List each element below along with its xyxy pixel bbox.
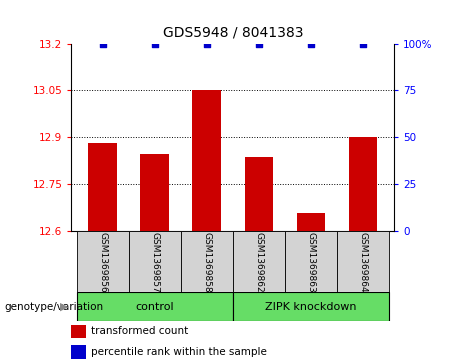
Text: GSM1369856: GSM1369856 <box>98 232 107 293</box>
Text: ▶: ▶ <box>60 302 68 312</box>
Text: percentile rank within the sample: percentile rank within the sample <box>91 347 267 357</box>
Bar <box>296 213 325 231</box>
Text: transformed count: transformed count <box>91 326 188 336</box>
Text: GSM1369864: GSM1369864 <box>358 232 367 293</box>
Bar <box>77 292 233 321</box>
Bar <box>77 231 129 292</box>
Text: GSM1369858: GSM1369858 <box>202 232 211 293</box>
Title: GDS5948 / 8041383: GDS5948 / 8041383 <box>163 26 303 40</box>
Text: control: control <box>136 302 174 312</box>
Text: GSM1369862: GSM1369862 <box>254 232 263 293</box>
Point <box>307 41 314 46</box>
Bar <box>233 231 285 292</box>
Text: GSM1369857: GSM1369857 <box>150 232 159 293</box>
Point <box>359 41 366 46</box>
Text: genotype/variation: genotype/variation <box>5 302 104 312</box>
Bar <box>337 231 389 292</box>
Point <box>203 41 211 46</box>
Text: ZIPK knockdown: ZIPK knockdown <box>265 302 357 312</box>
Bar <box>71 346 86 359</box>
Text: GSM1369863: GSM1369863 <box>307 232 315 293</box>
Point <box>99 41 106 46</box>
Bar <box>89 143 117 231</box>
Bar <box>71 325 86 338</box>
Point <box>255 41 262 46</box>
Point <box>151 41 159 46</box>
Bar <box>244 157 273 231</box>
Bar <box>193 90 221 231</box>
Bar <box>285 231 337 292</box>
Bar <box>141 154 169 231</box>
Bar <box>181 231 233 292</box>
Bar <box>233 292 389 321</box>
Bar <box>129 231 181 292</box>
Bar <box>349 137 377 231</box>
